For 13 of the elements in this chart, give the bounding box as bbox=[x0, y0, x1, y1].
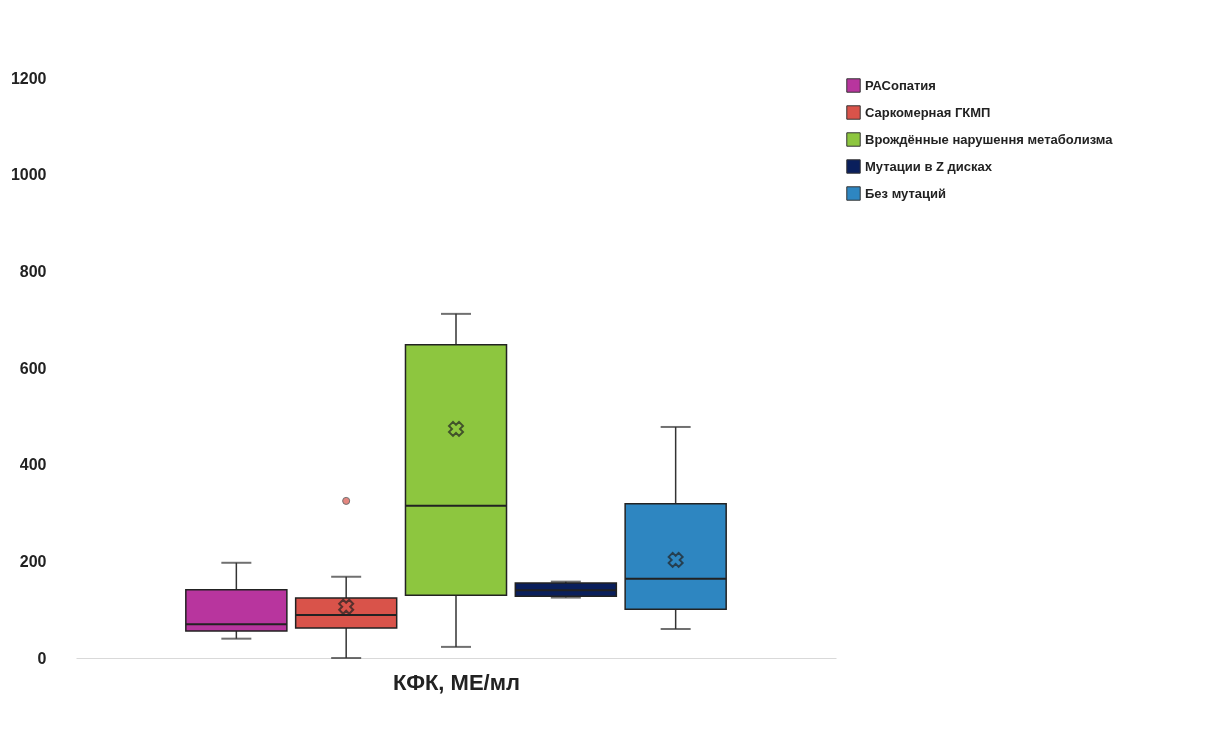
x-axis-title: КФК, МЕ/мл bbox=[393, 669, 520, 695]
y-tick-label: 400 bbox=[19, 456, 47, 474]
y-tick-label: 1000 bbox=[10, 166, 47, 184]
y-tick-label: 800 bbox=[19, 262, 47, 280]
legend-label: Саркомерная ГКМП bbox=[865, 104, 991, 120]
legend-label: Без мутаций bbox=[865, 185, 947, 201]
legend-label: Мутации в Z дисках bbox=[865, 158, 993, 174]
y-tick-label: 1200 bbox=[10, 69, 47, 87]
y-tick-label: 0 bbox=[37, 649, 47, 667]
legend-label: Врождённые нарушення метаболизма bbox=[865, 131, 1114, 147]
y-tick-label: 600 bbox=[19, 359, 47, 377]
y-tick-label: 200 bbox=[19, 552, 47, 570]
legend-label: РАСопатия bbox=[865, 77, 936, 93]
